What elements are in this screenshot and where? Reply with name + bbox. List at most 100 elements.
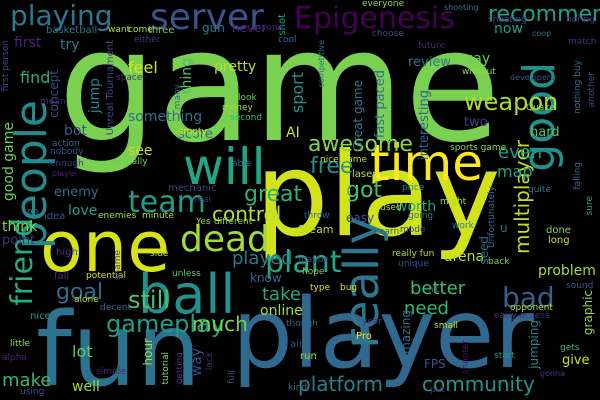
word-run: run [300, 351, 317, 362]
word-jumping: jumping [527, 320, 541, 369]
word-bug: bug [340, 283, 358, 293]
word-never: never [232, 21, 267, 35]
word-shooting: shooting [488, 15, 527, 25]
word-cool: cool [278, 35, 297, 45]
word-worth: worth [396, 199, 437, 215]
word-different: different [214, 217, 253, 227]
word-game: game [58, 0, 501, 177]
word-great: great [244, 182, 303, 207]
word-ai: AI [286, 125, 300, 141]
word-well: well [72, 379, 100, 395]
word-throw: throw [304, 211, 330, 221]
word-falling: falling [573, 162, 583, 190]
word-second: second [230, 113, 263, 123]
word-nice-game: nice game [320, 155, 368, 165]
word-actually: actually [112, 157, 148, 167]
word-three: three [148, 25, 175, 36]
word-nothing-buy: nothing buy [573, 60, 583, 114]
word-many: many [173, 84, 183, 110]
word-shooter: shooter [461, 340, 471, 375]
word-first: first [14, 35, 42, 51]
word-review: review [408, 55, 451, 70]
word-control: control [212, 202, 282, 226]
word-u: u [500, 221, 508, 235]
word-another: another [587, 72, 597, 108]
word-epigenesis: Epigenesis [294, 1, 455, 36]
word-developers: developers [510, 73, 555, 82]
word-player: player [232, 278, 534, 390]
word-real: real [194, 195, 212, 205]
word-sound: sound [566, 281, 594, 291]
word-think: think [2, 219, 38, 235]
word-space: space [116, 73, 143, 83]
word-got: got [346, 178, 383, 203]
word-idea: idea [44, 211, 66, 222]
word-gonna: gonna [540, 369, 566, 378]
word-better: better [410, 278, 466, 299]
word-jump: jump [87, 78, 103, 114]
word-want: want [108, 25, 131, 35]
word-con: con [22, 207, 39, 217]
word-gun: gun [202, 21, 225, 35]
word-unfortunately: Unfortunately [487, 186, 497, 249]
word-fps: FPS [424, 357, 446, 371]
word-boring: boring [566, 15, 595, 25]
word-free: free [310, 154, 354, 179]
word-map: map [497, 162, 533, 181]
word-put: put [430, 385, 445, 395]
word-without: without [462, 67, 496, 77]
word-alone: alone [74, 295, 99, 305]
word-awesome: awesome [308, 132, 413, 157]
word-really-fun: really fun [392, 249, 435, 259]
word-online: online [260, 303, 303, 319]
word-start: start [494, 351, 515, 361]
word-alpha: alpha [2, 353, 27, 363]
word-basketball: basketball [46, 25, 98, 36]
word-try: try [60, 37, 80, 53]
word-feel: feel [128, 58, 158, 77]
word-pro: Pro [356, 331, 372, 342]
word-player-small: player [52, 169, 78, 178]
word-way: way [189, 348, 205, 377]
word-even: even [498, 142, 543, 163]
word-tutorial: tutorial [161, 352, 171, 385]
word-mechanic: mechanic [168, 183, 217, 194]
word-lot: lot [72, 342, 93, 361]
word-unless: unless [172, 269, 201, 279]
word-choose: choose [372, 29, 404, 39]
word-unique: unique [398, 259, 429, 269]
word-enemy: enemy [54, 185, 99, 200]
word-first-person: first person [1, 40, 11, 92]
word-going: going [408, 211, 434, 221]
word-match: match [568, 37, 597, 47]
word-graphic: graphic [581, 290, 595, 336]
word-simple: simple [96, 367, 126, 377]
word-price: price [402, 183, 425, 193]
word-look: look [238, 93, 257, 103]
word-nobody: nobody [50, 147, 84, 157]
word-interesting: interesting [417, 90, 432, 160]
word-quake: Quake [526, 103, 555, 113]
word-hard: hard [530, 125, 560, 140]
word-goal: goal [56, 280, 104, 305]
word-server: server [150, 0, 264, 38]
word-platform: platform [298, 372, 383, 396]
word-take: take [262, 284, 301, 305]
word-weapon: weapon [464, 88, 559, 116]
word-getting: getting [175, 352, 185, 385]
word-might: might [440, 197, 467, 207]
word-early-access: early access [494, 311, 550, 321]
word-long: long [548, 235, 570, 246]
word-either: either [134, 35, 161, 45]
word-year: year [362, 317, 383, 327]
word-side: side [150, 249, 169, 259]
word-used: used [380, 203, 402, 213]
word-make: make [2, 370, 52, 391]
word-now: now [494, 21, 523, 37]
word-one: one [40, 206, 171, 288]
word-hope: hope [302, 267, 325, 277]
word-fall: fall [54, 271, 70, 282]
word-air: air [290, 339, 304, 350]
word-playing: playing [10, 0, 113, 32]
